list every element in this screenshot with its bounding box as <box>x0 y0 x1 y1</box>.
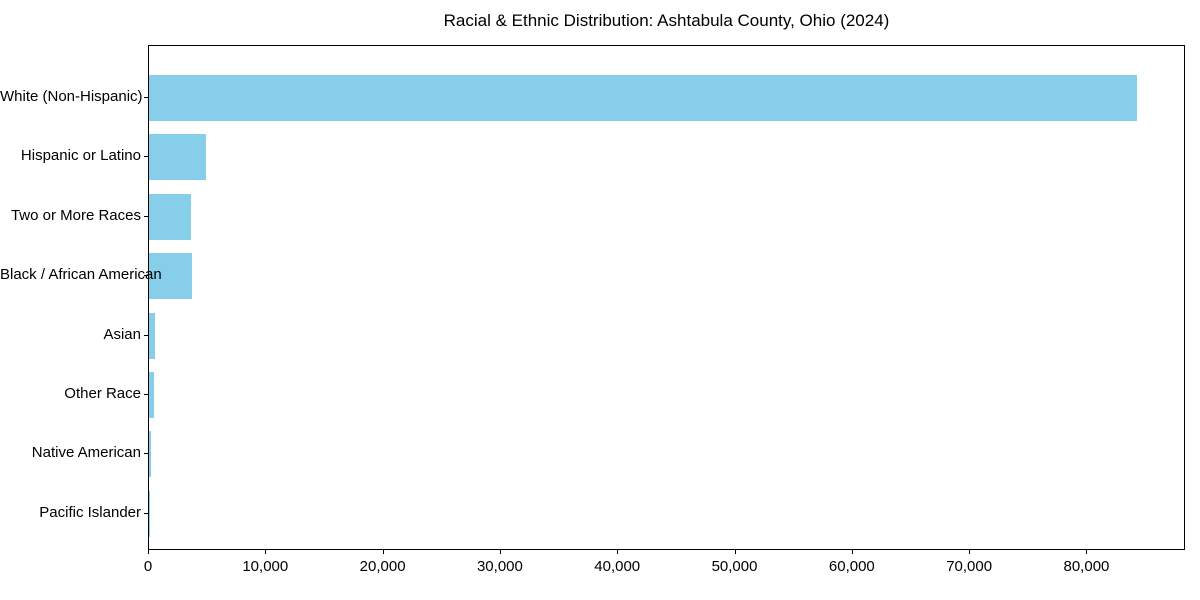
x-axis-tick <box>499 550 501 554</box>
x-axis-tick-label: 40,000 <box>594 558 641 575</box>
y-axis-label: Two or More Races <box>10 206 141 224</box>
x-axis-tick <box>1086 550 1088 554</box>
x-axis-tick <box>969 550 971 554</box>
bar <box>149 372 154 418</box>
bar <box>149 431 151 478</box>
y-axis-tick <box>144 394 148 395</box>
x-axis-tick <box>851 550 853 554</box>
y-axis-tick <box>144 275 148 277</box>
x-axis-tick-label: 80,000 <box>1063 558 1110 575</box>
chart-title: Racial & Ethnic Distribution: Ashtabula … <box>443 11 890 30</box>
x-axis-tick <box>734 550 736 554</box>
x-axis-tick-label: 30,000 <box>476 558 523 575</box>
y-axis-label: Hispanic or Latino <box>20 147 141 165</box>
y-axis-label: Native American <box>31 444 141 462</box>
x-axis-tick <box>382 550 384 554</box>
y-axis-tick <box>144 512 148 514</box>
x-axis-tick-label: 60,000 <box>828 558 875 575</box>
bar <box>149 253 193 300</box>
y-axis-tick <box>144 97 148 98</box>
y-axis-tick <box>144 453 148 455</box>
y-axis-tick <box>144 156 148 158</box>
bar <box>149 75 1137 121</box>
x-axis-tick <box>148 550 149 554</box>
y-axis-tick <box>144 334 148 336</box>
y-axis-label: Asian <box>103 325 141 343</box>
bar <box>149 312 155 359</box>
x-axis-tick <box>265 550 267 554</box>
x-axis-tick-label: 20,000 <box>359 558 406 575</box>
y-axis-tick <box>144 215 148 217</box>
x-axis-tick-label: 0 <box>143 558 153 575</box>
x-axis-tick <box>617 550 619 554</box>
x-axis-tick-label: 70,000 <box>946 558 993 575</box>
y-axis-label: Other Race <box>64 385 141 402</box>
y-axis-label: Pacific Islander <box>39 503 141 521</box>
x-axis-tick-label: 50,000 <box>711 558 758 575</box>
bar <box>149 134 206 181</box>
x-axis-tick-label: 10,000 <box>242 558 289 575</box>
y-axis-label: White (Non-Hispanic) <box>0 88 143 105</box>
plot-area <box>148 45 1185 550</box>
bar <box>149 193 192 240</box>
y-axis-label: Black / African American <box>0 266 162 284</box>
